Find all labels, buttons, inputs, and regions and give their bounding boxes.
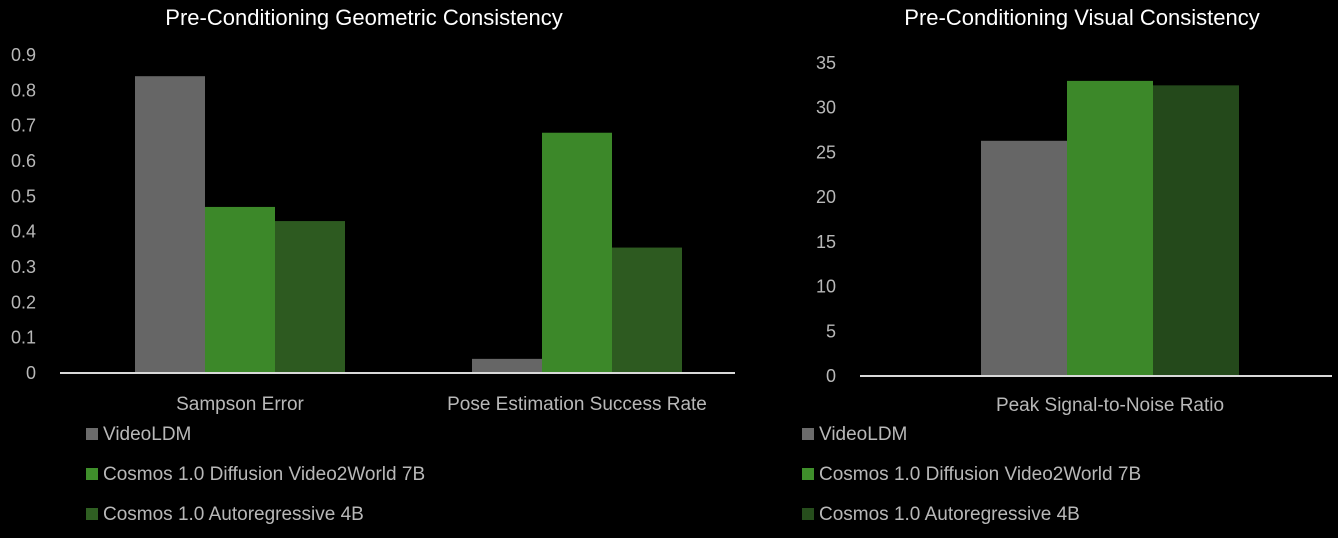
bar-cosmos-diffusion — [1067, 80, 1153, 376]
y-tick-label: 5 — [826, 321, 836, 341]
bar-cosmos-diffusion — [205, 206, 275, 373]
legend-geometric: VideoLDM Cosmos 1.0 Diffusion Video2World… — [86, 424, 425, 525]
y-tick-label: 30 — [816, 98, 836, 118]
y-tick-label: 0.4 — [11, 222, 36, 242]
y-tick-label: 20 — [816, 187, 836, 207]
y-tick-label: 25 — [816, 142, 836, 162]
y-tick-label: 0.2 — [11, 292, 36, 312]
legend-swatch — [802, 428, 814, 440]
bars-geometric — [135, 76, 682, 373]
legend-swatch — [86, 508, 98, 520]
legend-label: Cosmos 1.0 Autoregressive 4B — [819, 504, 1080, 525]
y-tick-label: 0.8 — [11, 80, 36, 100]
legend-visual: VideoLDM Cosmos 1.0 Diffusion Video2World… — [802, 424, 1141, 525]
legend-swatch — [86, 428, 98, 440]
chart-title-visual: Pre-Conditioning Visual Consistency — [904, 5, 1259, 30]
bar-cosmos-diffusion — [542, 132, 612, 373]
y-tick-label: 0.5 — [11, 186, 36, 206]
legend-label: Cosmos 1.0 Diffusion Video2World 7B — [103, 464, 425, 485]
category-label: Peak Signal-to-Noise Ratio — [996, 395, 1224, 416]
category-labels-geometric: Sampson Error Pose Estimation Success Rat… — [176, 394, 707, 415]
bar-cosmos-autoregressive — [1153, 85, 1239, 376]
y-tick-label: 0.9 — [11, 45, 36, 65]
y-tick-label: 0.3 — [11, 257, 36, 277]
legend-label: Cosmos 1.0 Autoregressive 4B — [103, 504, 364, 525]
geometric-consistency-chart: Pre-Conditioning Geometric Consistency 0… — [11, 5, 735, 525]
category-label: Pose Estimation Success Rate — [447, 394, 707, 415]
legend-label: VideoLDM — [103, 424, 191, 445]
y-axis-ticks-visual: 0 5 10 15 20 25 30 35 — [816, 53, 836, 386]
y-tick-label: 0.6 — [11, 151, 36, 171]
chart-title-geometric: Pre-Conditioning Geometric Consistency — [165, 5, 562, 30]
category-label: Sampson Error — [176, 394, 304, 415]
bars-visual — [981, 80, 1239, 376]
legend-swatch — [86, 468, 98, 480]
y-tick-label: 15 — [816, 232, 836, 252]
bar-videoldm — [135, 76, 205, 373]
y-axis-ticks-geometric: 0 0.1 0.2 0.3 0.4 0.5 0.6 0.7 0.8 0.9 — [11, 45, 36, 383]
category-labels-visual: Peak Signal-to-Noise Ratio — [996, 395, 1224, 416]
bar-cosmos-autoregressive — [275, 221, 345, 373]
legend-swatch — [802, 508, 814, 520]
y-tick-label: 0.7 — [11, 116, 36, 136]
bar-videoldm — [981, 140, 1067, 376]
bar-cosmos-autoregressive — [612, 247, 682, 373]
legend-label: VideoLDM — [819, 424, 907, 445]
bar-videoldm — [472, 358, 542, 373]
visual-consistency-chart: Pre-Conditioning Visual Consistency 0 5 10… — [802, 5, 1332, 525]
legend-label: Cosmos 1.0 Diffusion Video2World 7B — [819, 464, 1141, 485]
y-tick-label: 35 — [816, 53, 836, 73]
y-tick-label: 0 — [26, 363, 36, 383]
legend-swatch — [802, 468, 814, 480]
y-tick-label: 0.1 — [11, 328, 36, 348]
y-tick-label: 10 — [816, 277, 836, 297]
y-tick-label: 0 — [826, 366, 836, 386]
